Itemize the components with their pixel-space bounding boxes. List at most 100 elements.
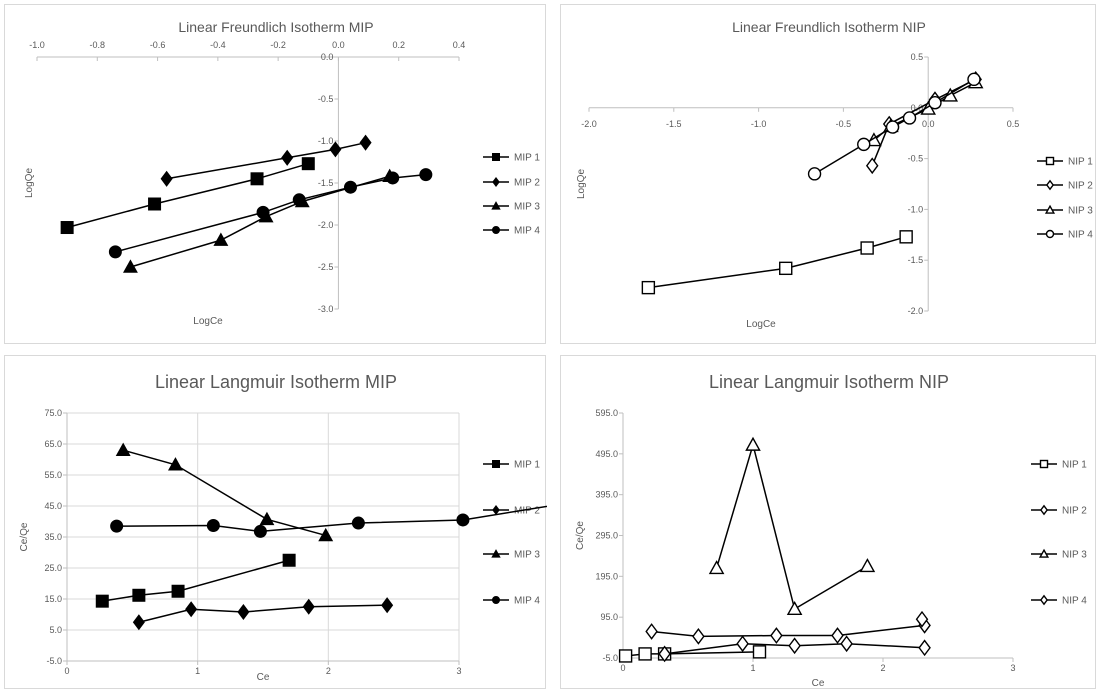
data-point [736,635,749,653]
legend-entry: MIP 4 [483,226,540,237]
data-point [359,134,372,151]
data-point [745,436,761,451]
data-point [899,230,913,244]
y-tick-label: -2.0 [318,220,334,230]
legend-label: MIP 3 [514,202,540,213]
x-tick-label: -0.6 [150,40,166,50]
x-tick-label: -0.8 [90,40,106,50]
chart-panel-freundlich-nip: Linear Freundlich Isotherm NIP -2.0 -1.5 -1… [560,4,1096,344]
legend-marker [492,596,500,604]
chart-panel-freundlich-mip: Linear Freundlich Isotherm MIP -1.0 -0.8 -0… [4,4,546,344]
data-point [770,627,783,644]
legend-marker [492,504,500,516]
data-point [885,120,900,134]
legend-marker [1039,504,1049,516]
data-point [250,172,264,186]
data-point [206,519,220,533]
data-point [381,597,394,614]
data-point [788,637,801,655]
x-axis-label: LogCe [746,319,776,330]
legend-label: MIP 4 [514,226,540,237]
y-tick-label: -2.5 [318,262,334,272]
data-point [168,457,183,471]
x-tick-label: 0.0 [922,119,935,129]
series-nip-3 [708,436,876,615]
y-tick-label: 35.0 [44,532,62,542]
series-mip-3 [115,442,334,542]
y-tick-label: 0.0 [911,103,924,113]
y-axis-label: LogQe [576,169,587,199]
series-line [102,559,290,602]
legend-label: MIP 2 [514,506,540,517]
x-axis-label: Ce [812,678,825,689]
x-tick-label: 0.2 [392,40,405,50]
data-point [967,72,981,87]
data-point [132,614,145,631]
series-nip-4 [807,72,981,181]
legend-entry: MIP 1 [483,460,540,471]
data-point [185,601,198,618]
legend-label: NIP 3 [1068,206,1093,217]
y-axis-label: Ce/Qe [575,521,586,550]
data-point [318,527,334,542]
series-mip-1 [95,553,296,608]
legend-label: NIP 3 [1062,550,1087,561]
data-point [110,519,124,533]
data-point [831,627,844,644]
y-tick-label: 25.0 [44,563,62,573]
y-tick-label: -3.0 [318,304,334,314]
series-line [122,449,326,537]
legend-marker [491,549,501,558]
chart-panel-langmuir-mip: Linear Langmuir Isotherm MIP 0 1 2 3 75.0 65.0… [4,355,547,689]
legend-marker [1045,179,1055,191]
series-line [648,236,907,289]
series-line [715,442,868,611]
y-tick-label: 0.0 [321,52,334,62]
x-tick-label: -1.0 [751,119,767,129]
chart-title: Linear Langmuir Isotherm MIP [155,372,397,392]
chart-panel-langmuir-nip: Linear Langmuir Isotherm NIP 0 1 2 3 595.0 495… [560,355,1096,689]
data-point [132,588,146,602]
data-point [419,168,433,182]
x-tick-label: -0.4 [210,40,226,50]
series-mip-4 [108,168,433,259]
data-point [915,610,929,628]
data-point [918,639,931,657]
x-tick-label: -1.5 [666,119,682,129]
chart-title: Linear Freundlich Isotherm NIP [732,19,926,35]
y-tick-label: -1.0 [908,204,924,214]
data-point [840,635,853,653]
y-tick-label: -2.0 [908,306,924,316]
x-tick-label: 2 [326,666,331,676]
chart-svg: Linear Langmuir Isotherm NIP 0 1 2 3 595.0 495… [575,372,1087,689]
legend-marker [1038,548,1050,558]
legend-label: MIP 1 [514,460,540,471]
data-point [928,96,942,110]
x-tick-label: -1.0 [29,40,45,50]
series-mip-2 [132,597,394,631]
y-tick-label: -1.0 [318,136,334,146]
y-tick-label: 45.0 [44,501,62,511]
data-point [860,241,874,255]
legend-label: NIP 1 [1062,460,1087,471]
y-tick-label: 195.0 [595,571,618,581]
data-point [281,149,294,166]
series-line [116,505,547,533]
legend-marker [1039,459,1049,469]
legend-entry: NIP 2 [1037,179,1093,192]
data-point [292,193,306,207]
data-point [95,594,109,608]
x-tick-label: -0.5 [836,119,852,129]
y-tick-label: -1.5 [318,178,334,188]
data-point [779,261,793,276]
legend-label: NIP 1 [1068,157,1093,168]
data-point [692,627,705,645]
x-axis-label: LogCe [193,316,223,327]
data-point [256,205,270,219]
data-point [645,623,658,640]
chart-svg: Linear Freundlich Isotherm NIP -2.0 -1.5 -1… [576,19,1093,330]
chart-title: Linear Freundlich Isotherm MIP [178,19,373,35]
legend-label: MIP 2 [514,178,540,189]
data-point [213,232,229,246]
data-point [641,280,656,295]
